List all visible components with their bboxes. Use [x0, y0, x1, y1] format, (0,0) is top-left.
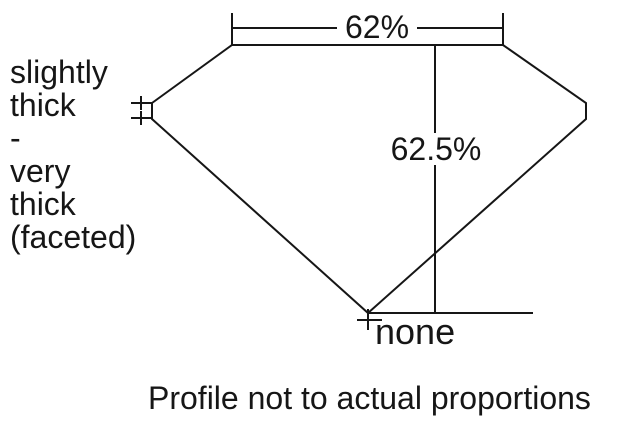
girdle-tick-marks: [131, 96, 153, 125]
girdle-thickness-label: slightly thick - very thick (faceted): [10, 54, 137, 255]
table-width-label: 62%: [337, 11, 417, 43]
caption-text: Profile not to actual proportions: [148, 380, 591, 416]
culet-label: none: [375, 311, 456, 352]
depth-percentage-label: 62.5%: [389, 131, 483, 167]
diamond-outline: [151, 44, 587, 315]
culet-cross-mark: [357, 309, 382, 330]
